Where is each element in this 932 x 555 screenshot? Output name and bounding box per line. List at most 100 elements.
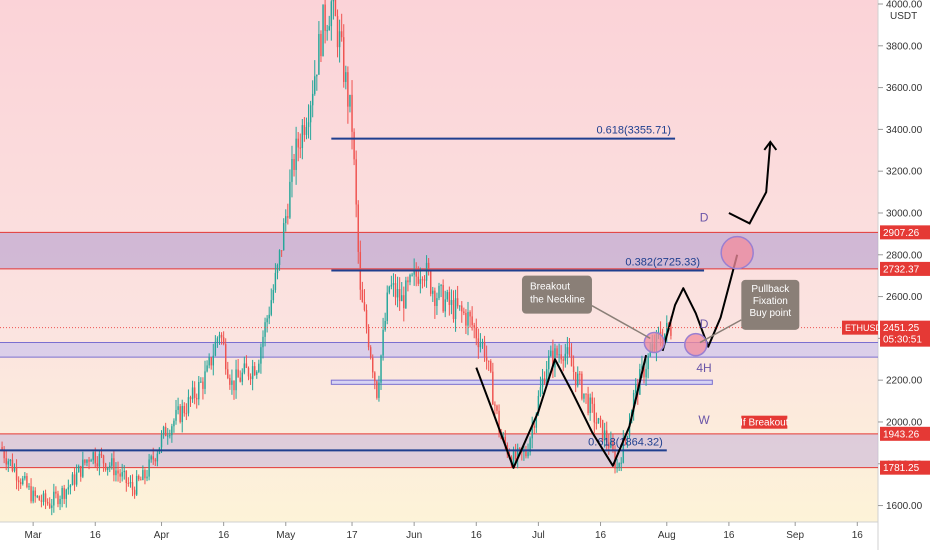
candle-body-46 [96,463,99,467]
candle-body-91 [189,397,192,400]
candle-body-4 [9,459,12,462]
candle-body-144 [299,147,301,149]
candle-body-305 [632,392,635,412]
candle-body-270 [560,354,562,360]
x-tick-label-7: 16 [471,530,483,541]
candle-body-42 [88,459,90,462]
candle-body-75 [156,453,159,462]
candle-body-1 [3,450,5,459]
candle-body-6 [13,467,16,471]
candle-body-28 [59,498,61,505]
candle-body-124 [258,363,260,372]
candle-body-293 [608,442,610,448]
candle-body-191 [396,289,399,298]
candle-body-272 [564,353,567,361]
candle-body-93 [193,387,196,398]
projection-drawing [661,254,739,352]
candle-body-7 [15,467,18,481]
candle-body-278 [577,373,579,386]
candle-body-170 [353,131,355,160]
candle-body-112 [233,380,235,391]
candle-body-198 [411,274,413,276]
candle-body-8 [17,480,20,483]
candle-body-61 [127,483,130,485]
candle-body-60 [125,470,128,484]
candle-body-281 [583,393,585,399]
pullback-callout-pointer [699,319,742,344]
candle-body-120 [249,376,252,380]
candle-body-295 [612,440,614,451]
candle-body-289 [599,418,602,420]
candle-body-238 [494,404,496,406]
candle-body-51 [106,467,109,470]
candle-body-275 [570,354,573,367]
candle-body-113 [235,369,237,391]
x-tick-label-12: Sep [786,530,804,541]
candle-body-182 [378,382,380,398]
candle-body-179 [372,357,374,373]
candle-body-292 [606,430,608,443]
candle-body-224 [465,313,467,326]
candle-body-90 [187,397,190,414]
candle-body-101 [210,357,212,366]
candle-body-276 [572,366,575,372]
candle-body-253 [525,450,527,457]
candle-body-58 [121,472,123,477]
candle-body-186 [386,292,388,321]
candle-body-104 [216,338,219,342]
candle-body-257 [533,426,535,428]
y-tick-label-1: 3800.00 [886,41,923,52]
candle-body-98 [204,371,206,389]
candle-body-252 [523,450,525,453]
y-tick-label-6: 2800.00 [886,250,923,261]
candle-body-139 [289,181,291,218]
candle-body-153 [318,33,320,75]
candle-body-235 [487,360,490,362]
candle-body-229 [475,327,477,339]
candle-body-115 [239,377,241,382]
x-tick-label-6: Jun [406,530,422,541]
candle-body-34 [71,474,74,486]
candle-body-31 [65,489,67,499]
candle-body-150 [311,93,314,106]
candle-body-81 [169,435,171,437]
candle-body-105 [218,334,221,339]
candle-body-127 [264,322,266,337]
candle-body-165 [343,37,345,82]
candle-body-250 [519,448,521,450]
candle-body-2 [5,458,7,465]
candle-body-227 [471,316,473,326]
candle-body-128 [266,318,268,323]
candle-body-202 [419,279,422,284]
pullback-callout-line-1: Fixation [753,296,788,307]
candle-body-209 [434,290,436,306]
candle-body-106 [220,334,223,338]
countdown-label: 05:30:51 [883,335,922,346]
candle-body-136 [282,223,285,251]
x-tick-label-8: Jul [532,530,545,541]
candle-body-48 [100,453,103,456]
if-breakout-box [741,415,788,429]
candle-body-47 [98,453,101,467]
candle-body-63 [131,482,134,490]
candle-body-199 [413,269,415,275]
candle-body-3 [7,461,10,465]
candle-body-266 [552,350,554,368]
candle-body-157 [326,30,328,32]
candle-body-208 [432,290,434,294]
candle-body-188 [390,284,393,287]
fib-label-0: 0.618(3355.71) [596,125,671,137]
candle-body-225 [467,312,469,326]
candle-body-160 [332,0,335,2]
candle-body-99 [206,365,208,372]
current-price-tag-label: 2451.25 [883,323,920,334]
candle-body-19 [40,500,43,502]
candle-body-121 [251,366,254,380]
candle-body-181 [376,381,378,398]
candle-body-5 [11,459,14,471]
candle-body-172 [357,204,359,252]
candle-body-102 [212,355,215,366]
candle-body-196 [407,280,409,283]
candle-body-174 [361,289,364,303]
d-upper-label: D [700,210,709,224]
